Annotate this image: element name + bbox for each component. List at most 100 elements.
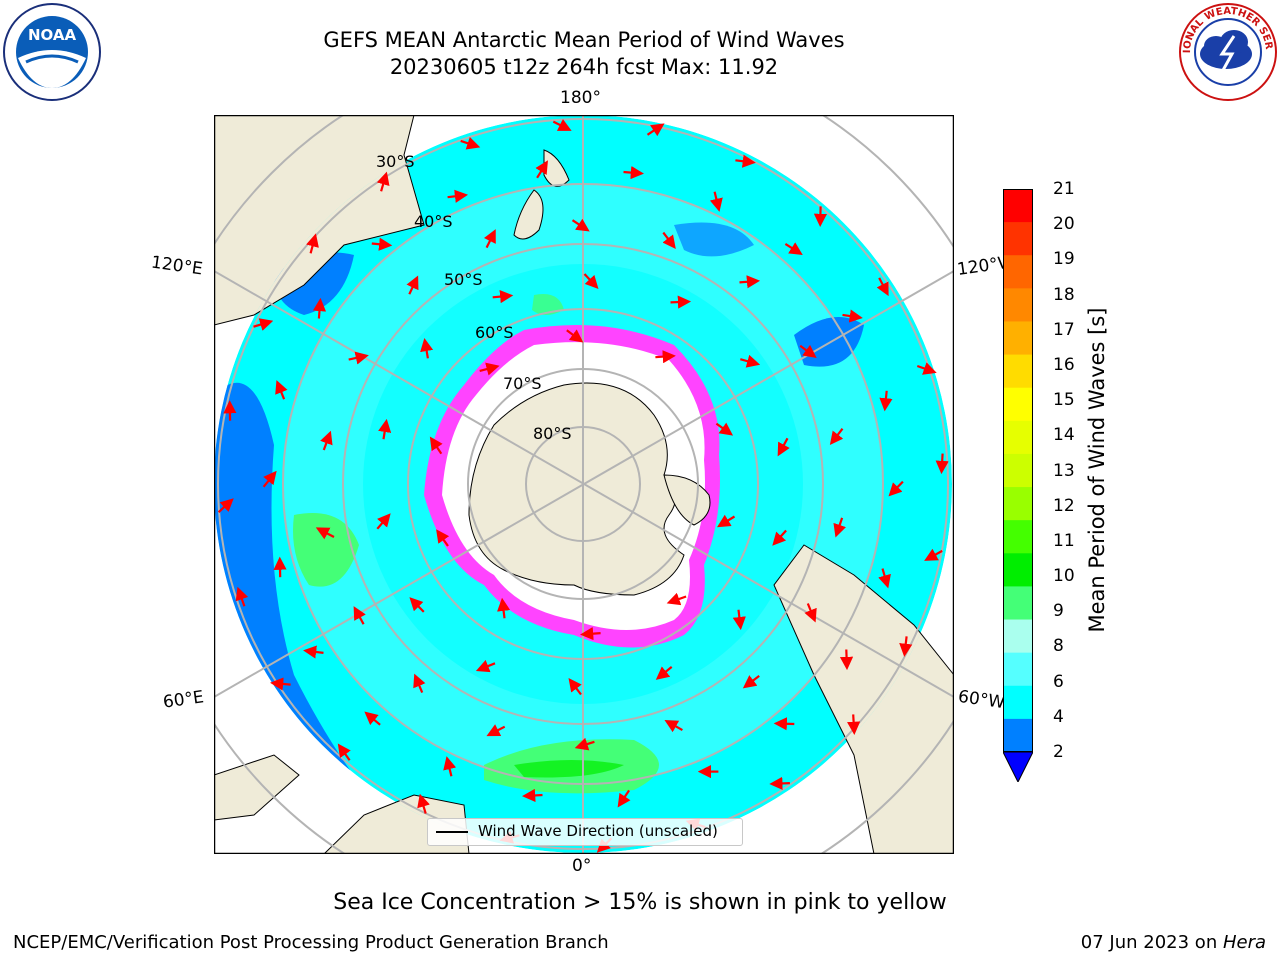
wind-wave-arrow	[662, 231, 676, 249]
wind-wave-arrow	[574, 737, 595, 751]
colorbar-tick-label: 18	[1053, 284, 1075, 305]
colorbar-segment	[1003, 718, 1033, 753]
wind-wave-arrow	[436, 529, 450, 547]
colorbar-tick-label: 19	[1053, 249, 1075, 270]
wind-wave-arrow	[715, 422, 734, 436]
colorbar-segment	[1003, 619, 1033, 654]
wind-wave-arrow	[580, 627, 601, 641]
wind-wave-arrow	[492, 290, 514, 304]
wind-wave-arrow	[552, 119, 572, 131]
colorbar-label: Mean Period of Wind Waves [s]	[1085, 307, 1109, 633]
wind-wave-arrow	[406, 275, 419, 295]
colorbar-tick-label: 12	[1053, 495, 1075, 516]
wind-wave-arrow	[475, 659, 496, 673]
colorbar-tick-label: 16	[1053, 354, 1075, 375]
wind-wave-arrow	[378, 418, 392, 440]
wind-wave-arrow	[312, 297, 327, 319]
wind-wave-arrow	[275, 380, 288, 400]
colorbar-extend-triangle	[1003, 751, 1033, 782]
nws-logo-icon: NATIONAL WEATHER SERVICE	[1178, 2, 1277, 101]
wind-wave-arrow	[522, 788, 543, 803]
lat-label-60s: 60°S	[475, 323, 514, 342]
wind-wave-arrow	[443, 756, 457, 777]
wind-wave-arrow	[799, 344, 817, 359]
colorbar-tick-label: 15	[1053, 390, 1075, 411]
wind-wave-arrow	[735, 154, 756, 168]
colorbar-segment	[1003, 652, 1033, 687]
colorbar-segment	[1003, 189, 1033, 223]
wind-wave-arrow	[262, 470, 277, 488]
wind-wave-arrow	[486, 724, 506, 737]
colorbar	[1003, 189, 1033, 782]
colorbar-segment	[1003, 453, 1033, 488]
wind-wave-arrow	[842, 309, 863, 323]
colorbar-tick-label: 20	[1053, 214, 1075, 235]
colorbar-segment	[1003, 685, 1033, 720]
wind-wave-arrow	[732, 609, 746, 631]
lat-label-40s: 40°S	[414, 212, 453, 231]
wind-wave-arrow	[847, 714, 861, 735]
date-value: 07 Jun 2023 on	[1080, 932, 1223, 953]
colorbar-tick-label: 17	[1053, 319, 1075, 340]
legend-label: Wind Wave Direction (unscaled)	[478, 822, 718, 840]
colorbar-tick-label: 10	[1053, 566, 1075, 587]
wind-wave-arrow	[655, 350, 676, 364]
wind-wave-arrow	[315, 527, 335, 540]
colorbar-segment	[1003, 288, 1033, 322]
wind-wave-arrow	[320, 430, 333, 451]
colorbar-segment	[1003, 222, 1033, 256]
wind-wave-arrow	[571, 218, 590, 232]
colorbar-segment	[1003, 354, 1033, 389]
lon-label-180: 180°	[560, 88, 601, 108]
lon-label-120e: 120°E	[149, 252, 204, 280]
legend-line-icon	[436, 831, 468, 833]
wind-wave-arrow	[646, 123, 665, 137]
wind-wave-arrow	[483, 229, 496, 249]
wind-wave-arrow	[364, 711, 381, 726]
wind-wave-arrow	[371, 237, 393, 251]
wind-wave-arrow	[839, 649, 854, 671]
wind-wave-arrow	[566, 329, 584, 343]
colorbar-segment	[1003, 553, 1033, 587]
wind-wave-arrow	[829, 428, 844, 446]
wind-wave-arrow	[376, 513, 391, 530]
wind-wave-arrows	[217, 119, 949, 853]
wind-wave-arrow	[833, 517, 846, 538]
lat-label-30s: 30°S	[376, 152, 415, 171]
wind-wave-arrow	[479, 362, 500, 376]
polar-map	[214, 115, 954, 854]
lon-label-60w: 60°W	[956, 686, 1007, 714]
wind-wave-arrow	[784, 242, 803, 255]
map-subtitle: 20230605 t12z 264h fcst Max: 11.92	[389, 55, 779, 79]
wind-wave-arrow	[417, 793, 430, 814]
wind-wave-arrow	[217, 498, 234, 514]
date-text: 07 Jun 2023 on Hera	[1081, 932, 1266, 953]
colorbar-segment	[1003, 255, 1033, 289]
wind-wave-arrow	[664, 719, 683, 733]
wind-wave-arrow	[460, 136, 481, 150]
wind-wave-arrow	[306, 233, 319, 254]
wind-wave-arrow	[270, 677, 291, 691]
wind-wave-arrow	[348, 351, 369, 365]
lon-label-60e: 60°E	[161, 687, 206, 713]
colorbar-tick-label: 8	[1053, 636, 1064, 657]
lon-label-0: 0°	[572, 856, 592, 876]
wind-wave-arrow	[876, 277, 889, 297]
wind-wave-arrow	[303, 645, 324, 659]
graticule	[214, 115, 954, 854]
wind-wave-arrow	[235, 586, 249, 607]
wind-wave-arrow	[413, 673, 426, 694]
colorbar-segment	[1003, 321, 1033, 356]
map-title: GEFS MEAN Antarctic Mean Period of Wind …	[323, 28, 845, 52]
wind-wave-arrow	[568, 678, 582, 696]
machine-name: Hera	[1222, 932, 1266, 953]
colorbar-tick-label: 2	[1053, 742, 1064, 762]
colorbar-tick-label: 4	[1053, 706, 1064, 727]
sea-ice-note: Sea Ice Concentration > 15% is shown in …	[333, 890, 947, 915]
colorbar-segment	[1003, 420, 1033, 455]
wind-wave-arrow	[409, 597, 425, 613]
wind-wave-arrow	[772, 529, 787, 546]
wind-wave-arrow	[888, 480, 904, 497]
wind-wave-arrow	[623, 165, 644, 180]
colorbar-segment	[1003, 387, 1033, 422]
